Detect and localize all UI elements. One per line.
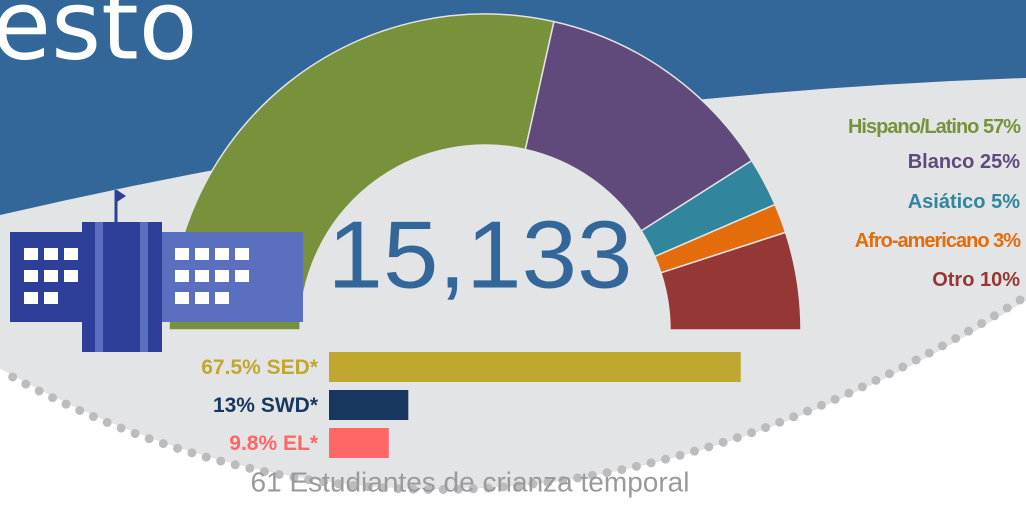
legend-value: 3% bbox=[993, 230, 1021, 252]
bar-value: 13% bbox=[213, 394, 255, 417]
bar-category: SED* bbox=[267, 356, 319, 379]
tower bbox=[82, 222, 162, 352]
legend-entry: Blanco 25% bbox=[908, 151, 1020, 173]
legend-value: 5% bbox=[991, 191, 1020, 213]
legend-value: 57% bbox=[983, 116, 1021, 138]
bar bbox=[329, 390, 409, 420]
flag bbox=[117, 190, 126, 202]
bar bbox=[329, 352, 741, 382]
legend-category: Otro bbox=[932, 269, 974, 291]
legend-entry: Afro-americano 3% bbox=[855, 230, 1021, 252]
title-fragment: esto bbox=[0, 0, 197, 81]
bar-label: 13% SWD* bbox=[213, 394, 319, 417]
bar bbox=[329, 428, 389, 458]
legend-value: 25% bbox=[980, 151, 1020, 173]
legend-value: 10% bbox=[980, 269, 1020, 291]
bar-category: SWD* bbox=[261, 394, 319, 417]
total-enrollment: 15,133 bbox=[328, 201, 633, 308]
windows bbox=[24, 248, 249, 304]
school-icon bbox=[10, 190, 303, 352]
bar-value: 67.5% bbox=[201, 356, 261, 379]
footnote: 61 Estudiantes de crianza temporal bbox=[251, 466, 690, 497]
pillar bbox=[140, 222, 148, 352]
dotted-border bbox=[0, 295, 1025, 495]
legend-entry: Hispano/Latino 57% bbox=[848, 116, 1021, 138]
donut-segment bbox=[660, 231, 802, 331]
pillar bbox=[95, 222, 103, 352]
legend-category: Hispano/Latino bbox=[848, 116, 979, 138]
bar-category: EL* bbox=[283, 432, 319, 455]
legend-entry: Otro 10% bbox=[932, 269, 1020, 291]
bar-value: 9.8% bbox=[229, 432, 277, 455]
legend-category: Asiático bbox=[908, 191, 986, 213]
legend-category: Blanco bbox=[908, 151, 975, 173]
bar-label: 67.5% SED* bbox=[201, 356, 319, 379]
legend-category: Afro-americano bbox=[855, 230, 990, 252]
legend-entry: Asiático 5% bbox=[908, 191, 1020, 213]
bottom-area bbox=[0, 300, 1026, 506]
bar-label: 9.8% EL* bbox=[229, 432, 319, 455]
